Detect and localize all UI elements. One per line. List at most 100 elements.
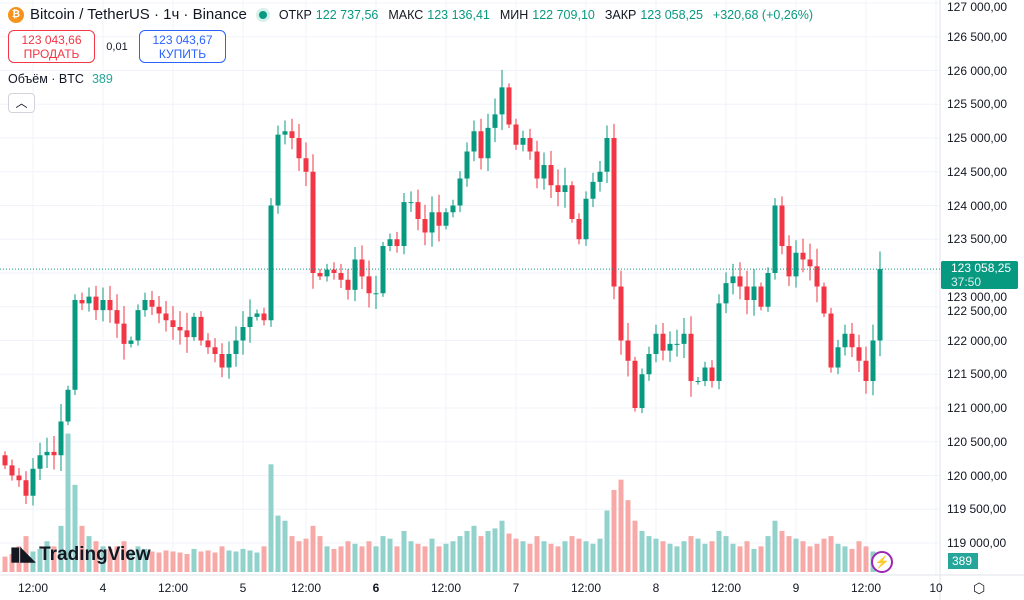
tradingview-logo-icon: ▮◣ bbox=[10, 544, 36, 565]
volume-bar bbox=[30, 551, 36, 572]
candle-body bbox=[821, 286, 827, 314]
volume-bar bbox=[394, 546, 400, 572]
volume-bar bbox=[534, 536, 540, 572]
current-price-label: 123 058,25 37:50 bbox=[941, 261, 1018, 289]
price-tick-label: 119 000,00 bbox=[947, 536, 1007, 550]
candle-body bbox=[513, 124, 519, 145]
candle-body bbox=[450, 205, 456, 213]
candle-body bbox=[317, 273, 323, 277]
lightning-icon[interactable]: ⚡ bbox=[871, 551, 893, 573]
candle-body bbox=[800, 252, 806, 260]
volume-bar bbox=[681, 541, 687, 572]
volume-bar bbox=[240, 548, 246, 572]
volume-bar bbox=[499, 520, 505, 572]
candle-body bbox=[758, 286, 764, 307]
volume-bar bbox=[674, 546, 680, 572]
volume-bar bbox=[345, 541, 351, 572]
volume-bar bbox=[401, 530, 407, 572]
volume-bar bbox=[226, 550, 232, 572]
price-tick-label: 124 000,00 bbox=[947, 199, 1008, 213]
bar-countdown: 37:50 bbox=[951, 275, 982, 289]
volume-bar bbox=[800, 541, 806, 572]
time-tick-label: 12:00 bbox=[430, 581, 462, 595]
candle-body bbox=[324, 269, 330, 277]
candle-body bbox=[436, 212, 442, 226]
low-label: МИН bbox=[499, 7, 529, 22]
candle-body bbox=[429, 212, 435, 233]
bitcoin-logo-icon: ₿ bbox=[8, 6, 24, 23]
volume-bar bbox=[373, 546, 379, 572]
candle-body bbox=[79, 300, 85, 304]
time-tick-label: 6 bbox=[372, 581, 380, 595]
volume-label: Объём · BTC bbox=[8, 72, 84, 86]
volume-bar bbox=[464, 530, 470, 572]
price-tick-label: 119 500,00 bbox=[947, 502, 1007, 516]
candle-body bbox=[842, 333, 848, 348]
volume-bar bbox=[177, 552, 183, 572]
high-value: 123 136,41 bbox=[427, 7, 490, 22]
volume-bar bbox=[275, 515, 281, 572]
candle-body bbox=[548, 165, 554, 186]
time-tick-label: 12:00 bbox=[290, 581, 322, 595]
volume-bar bbox=[37, 548, 43, 572]
volume-bar bbox=[660, 541, 666, 572]
volume-bar bbox=[450, 541, 456, 572]
buy-price: 123 043,67 bbox=[152, 33, 213, 47]
volume-bar bbox=[408, 541, 414, 572]
tradingview-logo[interactable]: ▮◣ TradingView bbox=[10, 543, 151, 566]
volume-bar bbox=[863, 546, 869, 572]
volume-bar bbox=[737, 546, 743, 572]
volume-bar bbox=[23, 536, 29, 572]
candle-body bbox=[877, 269, 883, 341]
candle-body bbox=[331, 269, 337, 273]
candle-body bbox=[716, 303, 722, 381]
candle-body bbox=[100, 300, 106, 311]
candle-body bbox=[387, 239, 393, 246]
candle-body bbox=[723, 283, 729, 304]
candle-body bbox=[156, 306, 162, 314]
time-tick-label: 12:00 bbox=[157, 581, 189, 595]
candle-body bbox=[870, 340, 876, 381]
candle-body bbox=[135, 310, 141, 341]
candle-body bbox=[737, 276, 743, 287]
volume-bar bbox=[268, 464, 274, 572]
price-tick-label: 120 000,00 bbox=[947, 469, 1008, 483]
volume-bar bbox=[597, 538, 603, 572]
candle-body bbox=[856, 347, 862, 361]
volume-bar bbox=[604, 510, 610, 572]
volume-bar bbox=[65, 433, 71, 572]
candle-body bbox=[863, 360, 869, 381]
volume-bar bbox=[835, 543, 841, 572]
volume-bar bbox=[9, 554, 15, 572]
volume-bar bbox=[702, 543, 708, 572]
volume-bar bbox=[212, 552, 218, 572]
volume-bar bbox=[583, 541, 589, 572]
volume-bar bbox=[730, 543, 736, 572]
candle-body bbox=[506, 87, 512, 125]
volume-bar bbox=[814, 543, 820, 572]
volume-bar bbox=[156, 552, 162, 572]
settings-gear-icon[interactable]: ⬡ bbox=[973, 580, 986, 596]
volume-bar bbox=[331, 548, 337, 572]
ohlc-values: ОТКР 122 737,56 МАКС 123 136,41 МИН 122 709… bbox=[279, 8, 819, 22]
candle-body bbox=[198, 316, 204, 341]
candle-body bbox=[226, 354, 232, 368]
volume-bar bbox=[2, 556, 8, 572]
volume-bar bbox=[786, 536, 792, 572]
candle-body bbox=[590, 181, 596, 199]
volume-bar bbox=[758, 546, 764, 572]
buy-button[interactable]: 123 043,67 КУПИТЬ bbox=[139, 30, 226, 63]
symbol-title[interactable]: Bitcoin / TetherUS · 1ч · Binance bbox=[30, 6, 247, 23]
candle-body bbox=[681, 333, 687, 344]
price-tick-label: 122 500,00 bbox=[947, 304, 1008, 318]
candle-body bbox=[380, 246, 386, 294]
volume-bar bbox=[289, 536, 295, 572]
volume-bar bbox=[198, 551, 204, 572]
volume-bar bbox=[723, 536, 729, 572]
collapse-legend-button[interactable]: ︿ bbox=[8, 93, 35, 113]
candle-body bbox=[569, 185, 575, 219]
candle-body bbox=[366, 276, 372, 294]
sell-button[interactable]: 123 043,66 ПРОДАТЬ bbox=[8, 30, 95, 63]
price-tick-label: 125 500,00 bbox=[947, 97, 1008, 111]
